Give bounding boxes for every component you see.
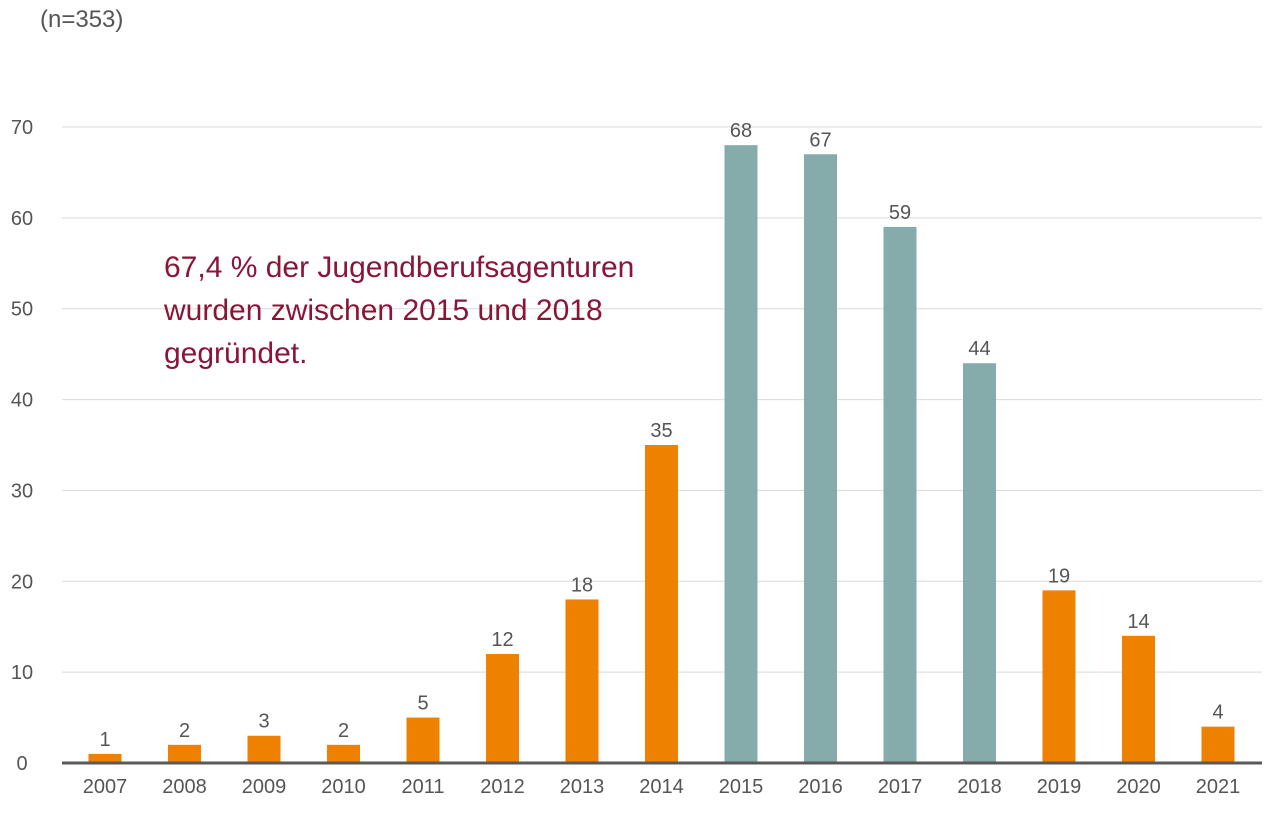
bar-2017 bbox=[883, 226, 917, 763]
bar-2007 bbox=[88, 753, 122, 763]
bar-2018 bbox=[963, 363, 996, 763]
data-label-2017: 59 bbox=[889, 202, 911, 224]
x-tick-label-2014: 2014 bbox=[639, 776, 684, 798]
data-label-2007: 1 bbox=[99, 729, 110, 751]
y-tick-label-0: 0 bbox=[16, 753, 27, 775]
x-tick-label-2019: 2019 bbox=[1037, 776, 1082, 798]
x-tick-label-2017: 2017 bbox=[878, 776, 923, 798]
x-tick-label-2021: 2021 bbox=[1196, 776, 1241, 798]
y-tick-label-30: 30 bbox=[11, 480, 33, 502]
x-tick-label-2016: 2016 bbox=[798, 776, 843, 798]
y-tick-label-50: 50 bbox=[11, 299, 33, 321]
bar-2014 bbox=[645, 445, 678, 763]
data-label-2010: 2 bbox=[338, 720, 349, 742]
x-tick-label-2008: 2008 bbox=[162, 776, 207, 798]
x-tick-label-2013: 2013 bbox=[560, 776, 605, 798]
data-label-2012: 12 bbox=[491, 629, 513, 651]
data-label-2020: 14 bbox=[1127, 611, 1149, 633]
data-label-2009: 3 bbox=[258, 711, 269, 733]
data-label-2019: 19 bbox=[1048, 565, 1070, 587]
bar-2011 bbox=[406, 717, 440, 763]
bar-2008 bbox=[168, 744, 201, 763]
x-tick-label-2015: 2015 bbox=[719, 776, 764, 798]
annotation-line-1: 67,4 % der Jugendberufsagenturen bbox=[164, 251, 635, 284]
annotation-line-2: wurden zwischen 2015 und 2018 bbox=[164, 294, 603, 327]
bar-2009 bbox=[247, 735, 281, 763]
data-label-2015: 68 bbox=[730, 120, 752, 142]
data-label-2011: 5 bbox=[417, 693, 428, 715]
chart-subtitle: (n=353) bbox=[40, 6, 124, 33]
x-tick-label-2018: 2018 bbox=[957, 776, 1002, 798]
y-tick-label-60: 60 bbox=[11, 208, 33, 230]
y-tick-label-10: 10 bbox=[11, 662, 33, 684]
x-axis: 2007 2008 2009 2010 2011 2012 2013 2014 2015 2016… bbox=[62, 761, 1262, 798]
bar-2021 bbox=[1201, 726, 1235, 763]
x-tick-label-2020: 2020 bbox=[1116, 776, 1161, 798]
bar-2010 bbox=[327, 744, 360, 763]
x-tick-label-2009: 2009 bbox=[242, 776, 287, 798]
bar-2020 bbox=[1122, 635, 1155, 763]
data-label-2014: 35 bbox=[650, 420, 672, 442]
bar-2015 bbox=[724, 145, 758, 763]
data-label-2008: 2 bbox=[179, 720, 190, 742]
y-tick-label-20: 20 bbox=[11, 571, 33, 593]
y-axis: 0 10 20 30 40 50 60 70 bbox=[11, 117, 33, 775]
chart-annotation: 67,4 % der Jugendberufsagenturen wurden … bbox=[164, 246, 684, 375]
bar-2019 bbox=[1042, 590, 1076, 763]
x-tick-label-2012: 2012 bbox=[480, 776, 525, 798]
x-tick-label-2011: 2011 bbox=[401, 776, 444, 798]
x-tick-label-2007: 2007 bbox=[83, 776, 128, 798]
annotation-line-3: gegründet. bbox=[164, 337, 308, 370]
data-label-2016: 67 bbox=[809, 129, 831, 151]
bar-2012 bbox=[486, 653, 519, 763]
data-label-2018: 44 bbox=[968, 338, 990, 360]
data-label-2021: 4 bbox=[1212, 702, 1223, 724]
y-tick-label-70: 70 bbox=[11, 117, 33, 139]
x-tick-label-2010: 2010 bbox=[321, 776, 366, 798]
bars bbox=[88, 145, 1235, 763]
y-tick-label-40: 40 bbox=[11, 390, 33, 412]
data-label-2013: 18 bbox=[571, 574, 593, 596]
bar-2013 bbox=[565, 599, 599, 763]
bar-2016 bbox=[804, 154, 837, 763]
